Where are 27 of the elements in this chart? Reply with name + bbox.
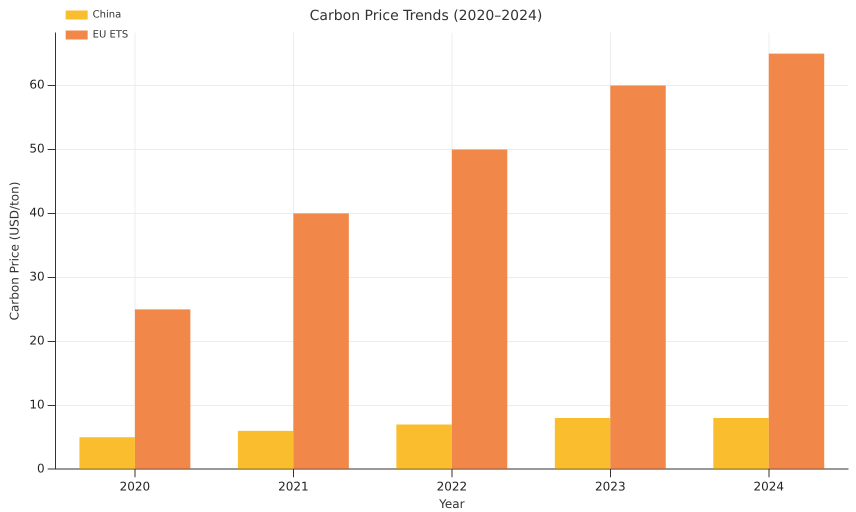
y-tick-label: 0 xyxy=(37,461,45,476)
y-tick-label: 10 xyxy=(29,397,45,412)
bar xyxy=(238,430,294,469)
x-tick-label: 2023 xyxy=(595,480,626,494)
bar xyxy=(768,54,824,469)
bar xyxy=(452,149,508,469)
bar xyxy=(610,86,666,469)
bar xyxy=(554,418,610,469)
y-tick-label: 50 xyxy=(29,142,45,156)
chart-title: Carbon Price Trends (2020–2024) xyxy=(310,8,542,24)
legend-label: EU ETS xyxy=(92,30,128,41)
bar xyxy=(134,309,190,469)
x-tick-label: 2021 xyxy=(278,480,309,494)
y-tick-label: 20 xyxy=(29,333,45,348)
x-tick-label: 2024 xyxy=(753,480,784,494)
x-tick-label: 2022 xyxy=(436,480,468,494)
x-tick-label: 2020 xyxy=(120,480,150,494)
y-tick-label: 30 xyxy=(29,270,45,284)
bar xyxy=(293,213,349,469)
legend-label: China xyxy=(92,10,122,21)
y-tick-label: 60 xyxy=(29,78,45,92)
bar xyxy=(396,424,452,469)
y-tick-label: 40 xyxy=(29,206,45,220)
bar xyxy=(79,437,135,469)
bar xyxy=(713,418,769,469)
x-axis-title: Year xyxy=(438,496,465,511)
y-axis-title: Carbon Price (USD/ton) xyxy=(7,182,22,320)
